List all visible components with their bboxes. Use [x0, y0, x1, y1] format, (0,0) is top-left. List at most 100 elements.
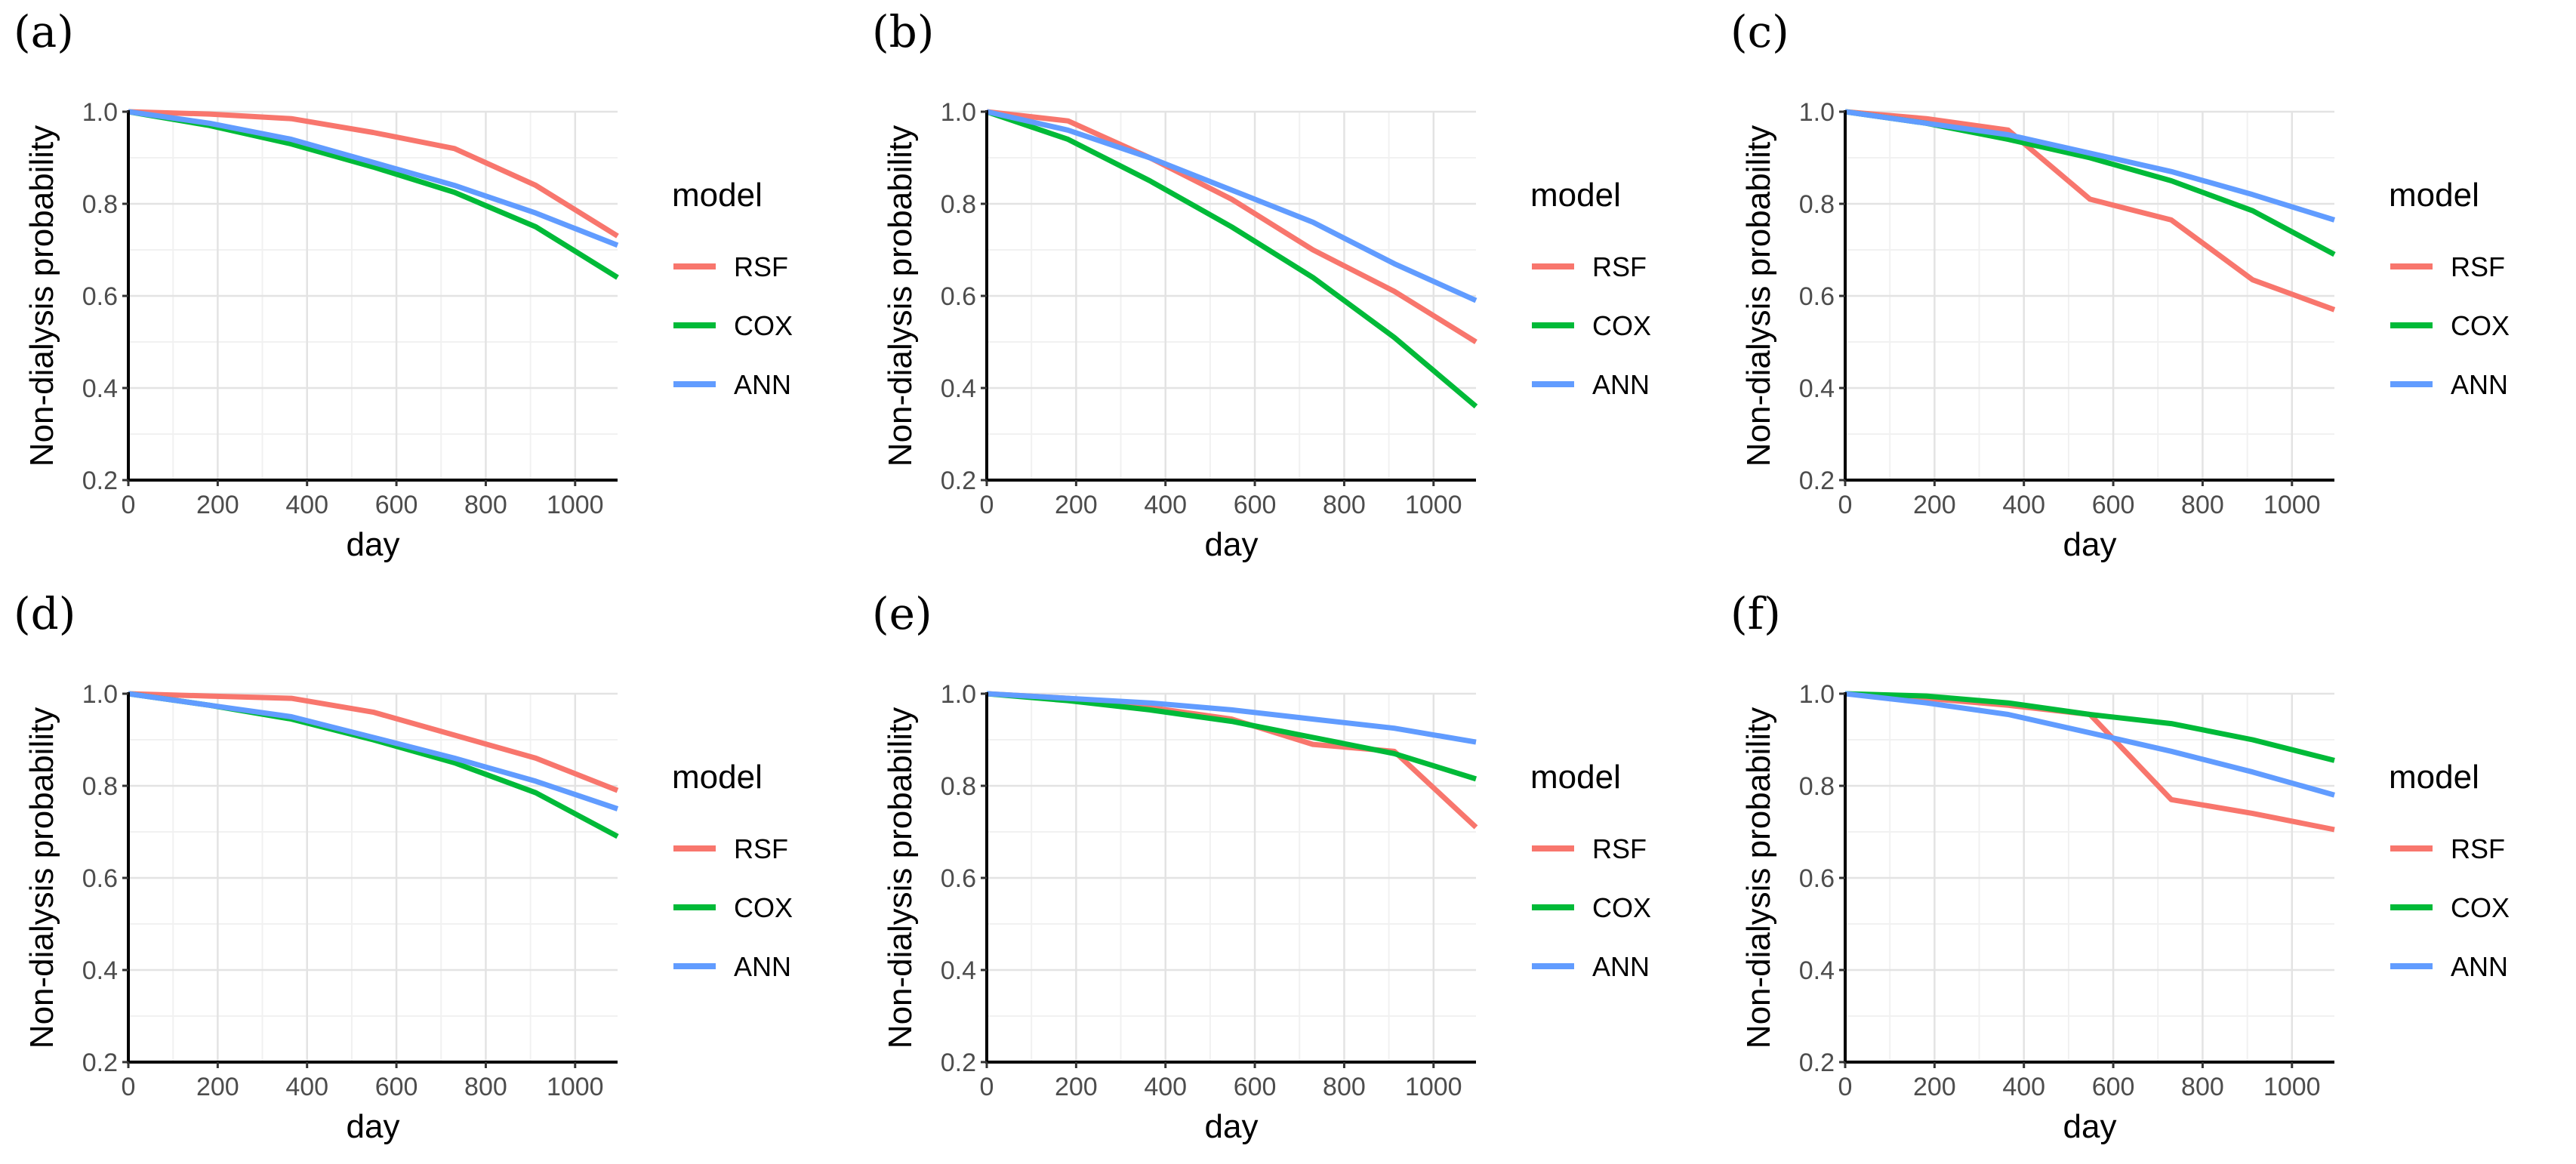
- series-line-cox: [1844, 691, 2335, 763]
- x-tick-label: 400: [2002, 491, 2045, 519]
- x-tick-label: 1000: [1405, 491, 1462, 519]
- panel-letter: (b): [872, 6, 934, 57]
- legend: model RSF COX ANN: [1530, 759, 1651, 982]
- legend-label-ann: ANN: [2451, 369, 2508, 400]
- y-tick-label: 0.8: [1799, 190, 1835, 219]
- x-tick-label: 0: [980, 1073, 994, 1101]
- legend-label-cox: COX: [2451, 310, 2510, 341]
- x-tick-label: 0: [122, 1073, 136, 1101]
- y-tick-label: 0.2: [82, 467, 118, 495]
- series-line-rsf: [128, 691, 619, 793]
- x-tick-label: 400: [1144, 491, 1187, 519]
- x-tick-label: 0: [1838, 1073, 1853, 1101]
- x-tick-label: 800: [1323, 491, 1366, 519]
- y-tick-label: 0.4: [82, 374, 118, 403]
- x-tick-label: 600: [1234, 1073, 1277, 1101]
- x-tick-label: 200: [1055, 491, 1098, 519]
- series-line-cox: [128, 109, 619, 280]
- x-tick-label: 0: [122, 491, 136, 519]
- y-tick-label: 0.8: [941, 772, 976, 801]
- x-tick-label: 600: [375, 1073, 418, 1101]
- y-tick-label: 1.0: [82, 680, 118, 709]
- legend-label-ann: ANN: [1592, 951, 1650, 982]
- y-tick-label: 1.0: [1799, 680, 1835, 709]
- series-line-ann: [1844, 691, 2335, 798]
- x-axis-title: day: [2063, 526, 2117, 563]
- y-tick-label: 1.0: [941, 98, 976, 127]
- x-tick-label: 400: [1144, 1073, 1187, 1101]
- legend-label-rsf: RSF: [1592, 833, 1647, 864]
- x-tick-label: 0: [1838, 491, 1853, 519]
- legend-title: model: [1530, 177, 1621, 214]
- series-line-cox: [1844, 109, 2336, 257]
- x-tick-label: 200: [1055, 1073, 1098, 1101]
- chart-panel-5: (e) 0 200 400 600 800 1000 0.2 0.4 0.6 0.8 1.0 day No…: [872, 588, 1651, 1145]
- legend-label-rsf: RSF: [2451, 833, 2505, 864]
- y-tick-label: 0.6: [1799, 864, 1835, 893]
- x-tick-label: 1000: [547, 1073, 604, 1101]
- x-tick-label: 800: [2181, 491, 2224, 519]
- y-tick-label: 0.6: [1799, 282, 1835, 311]
- y-axis-title: Non-dialysis probability: [882, 125, 919, 467]
- panel-letter: (c): [1730, 6, 1789, 57]
- x-tick-label: 1000: [547, 491, 604, 519]
- panel-letter: (e): [872, 588, 932, 639]
- x-tick-label: 200: [196, 491, 239, 519]
- y-tick-label: 0.2: [1799, 1049, 1835, 1077]
- legend-label-cox: COX: [1592, 310, 1651, 341]
- chart-panel-2: (b) 0 200 400 600 800 1000 0.2 0.4 0.6 0.8 1.0 day No…: [872, 6, 1651, 563]
- y-tick-label: 0.4: [1799, 374, 1835, 403]
- y-tick-label: 0.6: [82, 864, 118, 893]
- x-tick-label: 600: [2092, 491, 2135, 519]
- x-tick-label: 600: [2092, 1073, 2135, 1101]
- y-tick-label: 0.6: [941, 864, 976, 893]
- x-axis-title: day: [1205, 1108, 1259, 1145]
- series-line-cox: [985, 109, 1478, 409]
- legend-label-rsf: RSF: [734, 833, 788, 864]
- series-line-ann: [1844, 109, 2336, 223]
- x-tick-label: 1000: [2263, 1073, 2321, 1101]
- x-axis-title: day: [347, 1108, 400, 1145]
- x-tick-label: 800: [464, 491, 507, 519]
- panel-letter: (f): [1730, 588, 1781, 639]
- x-tick-label: 1000: [1405, 1073, 1462, 1101]
- x-tick-label: 400: [2002, 1073, 2045, 1101]
- y-tick-label: 0.4: [1799, 956, 1835, 985]
- legend-label-cox: COX: [734, 892, 793, 923]
- legend-label-ann: ANN: [734, 369, 791, 400]
- x-tick-label: 200: [1913, 1073, 1956, 1101]
- y-tick-label: 0.6: [82, 282, 118, 311]
- y-tick-label: 1.0: [941, 680, 976, 709]
- legend-title: model: [672, 759, 763, 796]
- legend-title: model: [2389, 759, 2479, 796]
- y-axis-title: Non-dialysis probability: [23, 125, 60, 467]
- series-line-ann: [128, 691, 619, 811]
- x-tick-label: 400: [285, 1073, 328, 1101]
- y-tick-label: 0.4: [941, 374, 976, 403]
- y-axis-title: Non-dialysis probability: [1740, 125, 1777, 467]
- legend: model RSF COX ANN: [672, 177, 793, 400]
- y-axis-title: Non-dialysis probability: [1740, 707, 1777, 1049]
- x-tick-label: 800: [464, 1073, 507, 1101]
- legend-label-rsf: RSF: [1592, 251, 1647, 282]
- panel-letter: (a): [14, 6, 74, 57]
- y-tick-label: 0.8: [1799, 772, 1835, 801]
- y-tick-label: 0.4: [941, 956, 976, 985]
- x-tick-label: 1000: [2263, 491, 2321, 519]
- y-tick-label: 0.8: [82, 772, 118, 801]
- x-tick-label: 800: [1323, 1073, 1366, 1101]
- series-line-ann: [986, 691, 1477, 745]
- x-axis-title: day: [1205, 526, 1259, 563]
- y-tick-label: 0.8: [941, 190, 976, 219]
- panel-letter: (d): [14, 588, 75, 639]
- x-tick-label: 600: [375, 491, 418, 519]
- y-tick-label: 0.2: [941, 1049, 976, 1077]
- y-tick-label: 1.0: [1799, 98, 1835, 127]
- legend: model RSF COX ANN: [2389, 177, 2510, 400]
- y-tick-label: 0.6: [941, 282, 976, 311]
- series-line-rsf: [986, 109, 1478, 344]
- legend-title: model: [672, 177, 763, 214]
- y-tick-label: 0.8: [82, 190, 118, 219]
- legend-label-ann: ANN: [1592, 369, 1650, 400]
- series-line-rsf: [1844, 109, 2336, 313]
